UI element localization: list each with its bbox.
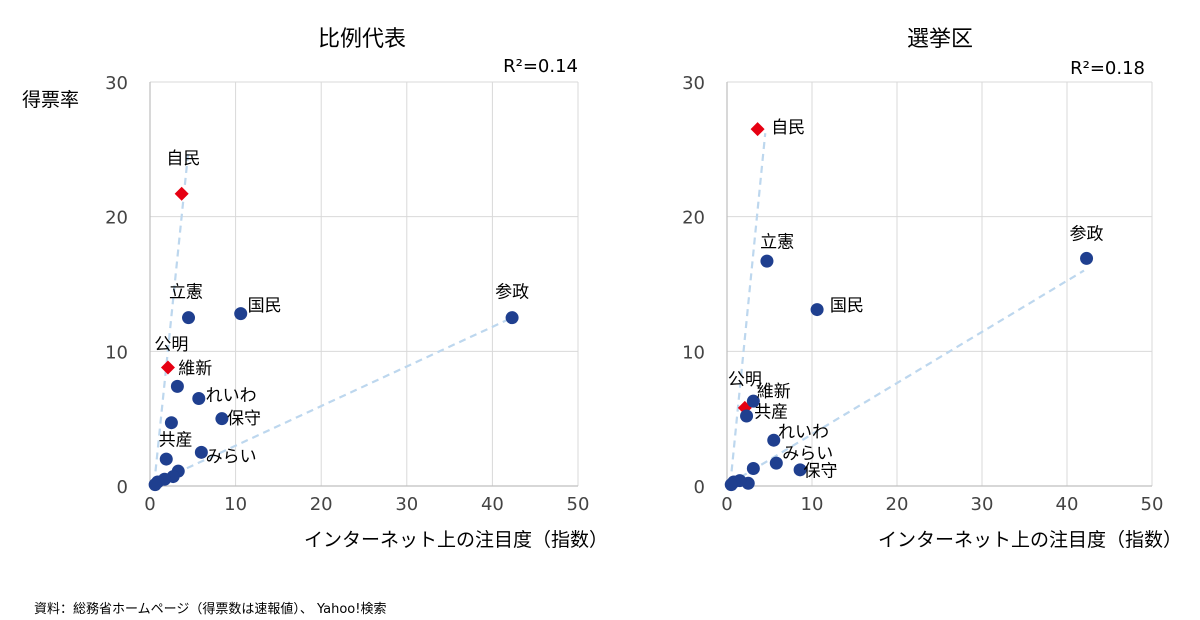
- point-label: 自民: [771, 118, 805, 138]
- y-tick-label: 30: [682, 73, 705, 94]
- data-point: [182, 311, 196, 325]
- chart-title: 比例代表: [318, 27, 406, 52]
- x-tick-label: 30: [395, 494, 418, 515]
- x-tick-label: 50: [1141, 494, 1164, 515]
- point-label: 共産: [159, 431, 193, 451]
- x-axis-label: インターネット上の注目度（指数）: [878, 529, 1182, 551]
- y-tick-label: 10: [105, 342, 128, 363]
- data-point: [793, 463, 807, 477]
- trend-line: [153, 149, 190, 484]
- data-point-diamond: [750, 122, 765, 137]
- data-point: [215, 412, 229, 426]
- y-tick-label: 10: [682, 342, 705, 363]
- data-point-diamond: [174, 186, 189, 201]
- point-label: みらい: [782, 444, 833, 464]
- point-label: 保守: [804, 462, 838, 482]
- data-point: [810, 303, 824, 317]
- point-label: 自民: [166, 149, 200, 169]
- point-label: 保守: [227, 409, 261, 429]
- y-tick-label: 0: [694, 477, 705, 498]
- x-axis-label: インターネット上の注目度（指数）: [304, 529, 608, 551]
- data-point-diamond: [160, 360, 175, 375]
- data-point: [767, 433, 781, 447]
- x-tick-label: 40: [481, 494, 504, 515]
- point-label: 立憲: [169, 281, 203, 302]
- data-point: [746, 461, 760, 475]
- data-point: [746, 394, 760, 408]
- y-tick-label: 0: [117, 477, 128, 498]
- point-label: 参政: [1070, 225, 1104, 245]
- data-point: [194, 445, 208, 459]
- r-squared-label: R²=0.14: [503, 56, 578, 77]
- x-tick-label: 0: [721, 494, 732, 515]
- trend-line: [153, 313, 519, 485]
- trend-line: [729, 133, 767, 484]
- y-tick-label: 20: [105, 208, 128, 229]
- x-tick-label: 20: [310, 494, 333, 515]
- r-squared-label: R²=0.18: [1070, 58, 1145, 79]
- point-label: 維新: [178, 359, 212, 379]
- point-label: 公明: [728, 370, 762, 390]
- point-label: 国民: [830, 296, 864, 316]
- point-label: みらい: [206, 447, 257, 467]
- point-label: 共産: [754, 402, 788, 422]
- point-label: 公明: [154, 335, 188, 355]
- data-point: [724, 478, 738, 492]
- data-point: [505, 311, 519, 325]
- x-tick-label: 50: [567, 494, 590, 515]
- data-point: [148, 478, 162, 492]
- data-point: [1080, 251, 1094, 265]
- data-point: [769, 456, 783, 470]
- source-note: 資料：総務省ホームページ（得票数は速報値）、 Yahoo!検索: [34, 602, 387, 617]
- chart-proportional: 0 10 20 30 40 50 0 10 20 30 比例代表 R²=0.14 インターネット上の注目…: [105, 27, 608, 551]
- chart-title: 選挙区: [907, 27, 973, 52]
- data-point: [164, 416, 178, 430]
- data-point: [192, 391, 206, 405]
- data-point: [234, 307, 248, 321]
- data-point: [170, 379, 184, 393]
- y-tick-label: 30: [105, 73, 128, 94]
- data-point: [740, 409, 754, 423]
- point-label: 維新: [757, 382, 791, 402]
- data-point: [159, 452, 173, 466]
- x-tick-label: 0: [144, 494, 155, 515]
- x-tick-label: 10: [224, 494, 247, 515]
- point-label: 立憲: [760, 232, 794, 253]
- point-label: 国民: [248, 296, 282, 316]
- chart-district: 0 10 20 30 40 50 0 10 20 30 選挙区 R²=0.18 インターネット上の注目度…: [682, 27, 1182, 551]
- data-point: [760, 254, 774, 268]
- point-label: れいわ: [206, 386, 257, 406]
- y-tick-label: 20: [682, 208, 705, 229]
- x-tick-label: 30: [971, 494, 994, 515]
- y-axis-label: 得票率: [22, 89, 79, 111]
- point-label: れいわ: [778, 423, 829, 443]
- x-tick-label: 40: [1056, 494, 1079, 515]
- trend-line: [729, 269, 1085, 485]
- x-tick-label: 20: [886, 494, 909, 515]
- x-tick-label: 10: [801, 494, 824, 515]
- point-label: 参政: [495, 282, 529, 302]
